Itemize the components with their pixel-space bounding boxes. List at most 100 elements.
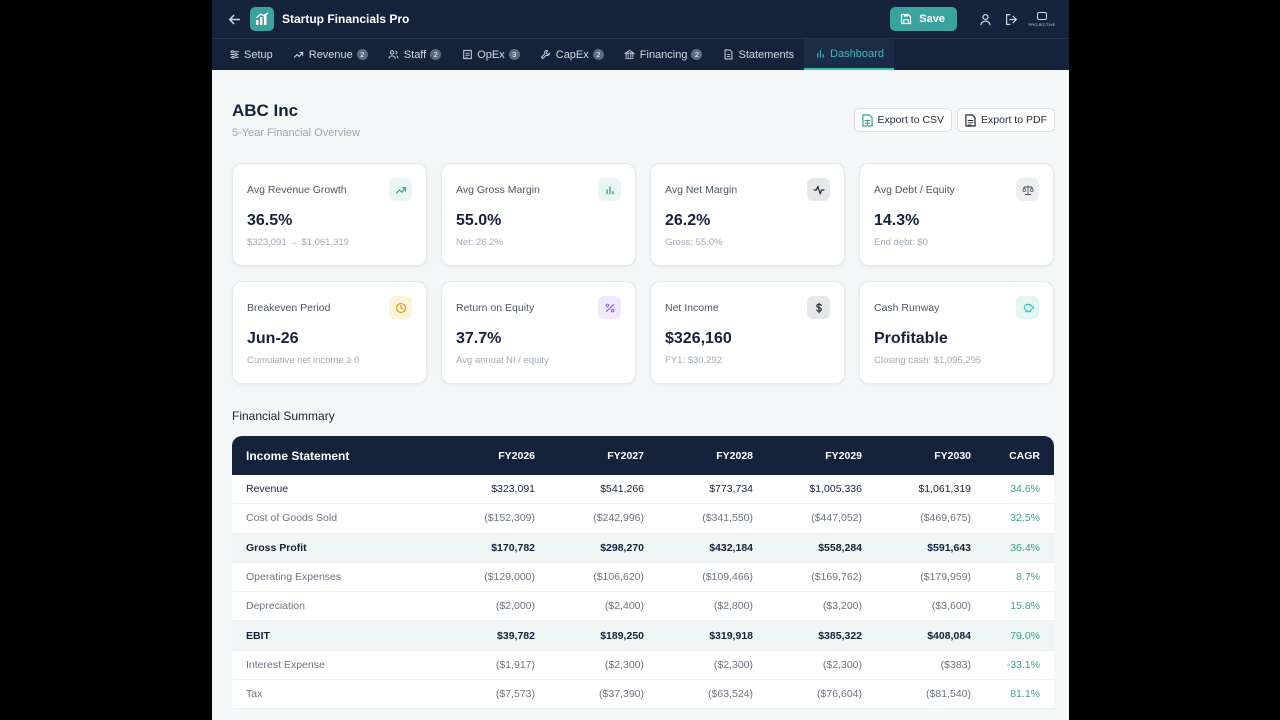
- document-icon: [722, 49, 734, 61]
- row-label: Interest Expense: [246, 658, 325, 671]
- value-cell: $773,734: [709, 483, 753, 496]
- tab-opex[interactable]: OpEx 3: [451, 39, 530, 70]
- export-csv-button[interactable]: Export to CSV: [853, 108, 953, 132]
- column-header: CAGR: [1009, 449, 1040, 462]
- value-cell: ($63,524): [708, 688, 753, 701]
- kpi-value: 14.3%: [874, 212, 920, 229]
- value-cell: ($76,604): [817, 688, 862, 701]
- cagr-cell: -33.1%: [1006, 658, 1040, 671]
- kpi-card: Cash Runway Profitable Closing cash: $1,09…: [859, 281, 1054, 384]
- row-label: EBIT: [246, 629, 270, 642]
- value-cell: ($2,300): [713, 658, 753, 671]
- kpi-label: Net Income: [665, 302, 719, 314]
- kpi-value: 37.7%: [456, 330, 502, 347]
- app-logo-icon: [250, 7, 274, 31]
- table-row: EBIT $39,782 $189,250 $319,918 $385,322 $408,…: [232, 621, 1054, 651]
- tab-financing[interactable]: Financing 2: [614, 39, 713, 70]
- tab-count-badge: 2: [430, 49, 442, 60]
- trending-up-icon: [293, 49, 305, 61]
- row-label: Tax: [246, 688, 263, 701]
- kpi-subtext: End debt: $0: [874, 237, 928, 248]
- user-icon[interactable]: [975, 9, 995, 29]
- kpi-card: Breakeven Period Jun-26 Cumulative net inc…: [232, 281, 427, 384]
- nav-tabs: Setup Revenue 2 Staff 2 OpEx 3 CapEx 2 Financing 2…: [212, 38, 1069, 70]
- tab-label: Statements: [738, 48, 795, 61]
- cagr-cell: 81.1%: [1010, 688, 1040, 701]
- kpi-cards-row: Breakeven Period Jun-26 Cumulative net inc…: [232, 281, 1055, 384]
- page-header: ABC Inc 5-Year Financial Overview Export…: [232, 70, 1055, 160]
- column-header: Income Statement: [246, 448, 350, 463]
- tab-revenue[interactable]: Revenue 2: [283, 39, 378, 70]
- tab-label: Financing: [639, 48, 688, 61]
- kpi-card: Avg Gross Margin 55.0% Net: 26.2%: [441, 163, 636, 266]
- value-cell: $591,643: [927, 541, 971, 554]
- trending-up-icon: [389, 178, 412, 201]
- piggy-bank-icon: [1016, 296, 1039, 319]
- table-body: Revenue $323,091 $541,266 $773,734 $1,005,33…: [232, 475, 1054, 710]
- value-cell: ($469,675): [920, 512, 971, 525]
- row-label: Depreciation: [246, 600, 305, 613]
- kpi-card: Avg Net Margin 26.2% Gross: 55.0%: [650, 163, 845, 266]
- back-arrow-icon[interactable]: [226, 11, 242, 27]
- save-button[interactable]: Save: [890, 7, 957, 31]
- value-cell: ($179,959): [920, 571, 971, 584]
- page-subtitle: 5-Year Financial Overview: [232, 127, 360, 139]
- tab-label: CapEx: [555, 48, 589, 61]
- spreadsheet-icon: [861, 113, 873, 127]
- sliders-icon: [228, 49, 240, 61]
- value-cell: ($37,390): [599, 688, 644, 701]
- value-cell: $319,918: [709, 629, 753, 642]
- kpi-label: Avg Revenue Growth: [247, 184, 347, 196]
- kpi-label: Avg Debt / Equity: [874, 184, 955, 196]
- top-bar: Startup Financials Pro Save PROJECTIVE: [212, 0, 1069, 38]
- kpi-subtext: Avg annual NI / equity: [456, 355, 549, 366]
- users-icon: [388, 49, 400, 61]
- tab-dashboard[interactable]: Dashboard: [804, 39, 894, 70]
- value-cell: ($2,300): [604, 658, 644, 671]
- cagr-cell: 8.7%: [1016, 571, 1040, 584]
- tab-label: OpEx: [477, 48, 505, 61]
- dollar-icon: [807, 296, 830, 319]
- column-header: FY2026: [498, 449, 535, 462]
- value-cell: $385,322: [818, 629, 862, 642]
- kpi-label: Return on Equity: [456, 302, 535, 314]
- export-pdf-label: Export to PDF: [981, 114, 1047, 126]
- kpi-value: 55.0%: [456, 212, 502, 229]
- kpi-value: Profitable: [874, 330, 948, 347]
- brand-logo: PROJECTIVE: [1027, 9, 1057, 29]
- logout-icon[interactable]: [1001, 9, 1021, 29]
- value-cell: ($81,540): [926, 688, 971, 701]
- table-row: Tax ($7,573) ($37,390) ($63,524) ($76,604) ($…: [232, 680, 1054, 710]
- kpi-card: Avg Debt / Equity 14.3% End debt: $0: [859, 163, 1054, 266]
- column-header: FY2030: [934, 449, 971, 462]
- table-row: Interest Expense ($1,917) ($2,300) ($2,300)…: [232, 651, 1054, 681]
- percent-icon: [598, 296, 621, 319]
- tab-staff[interactable]: Staff 2: [378, 39, 451, 70]
- value-cell: $432,184: [709, 541, 753, 554]
- row-label: Cost of Goods Sold: [246, 512, 338, 525]
- cagr-cell: 79.0%: [1010, 629, 1040, 642]
- table-row: Cost of Goods Sold ($152,309) ($242,996) ($…: [232, 504, 1054, 534]
- cagr-cell: 34.6%: [1010, 483, 1040, 496]
- tab-label: Revenue: [308, 48, 353, 61]
- tab-statements[interactable]: Statements: [712, 39, 804, 70]
- tab-count-badge: 2: [691, 49, 703, 60]
- tab-setup[interactable]: Setup: [218, 39, 283, 70]
- export-pdf-button[interactable]: Export to PDF: [957, 108, 1055, 132]
- column-header: FY2029: [825, 449, 862, 462]
- app-window: Startup Financials Pro Save PROJECTIVE S…: [212, 0, 1069, 720]
- kpi-value: 36.5%: [247, 212, 293, 229]
- value-cell: $1,061,319: [918, 483, 971, 496]
- brand-text: PROJECTIVE: [1028, 21, 1056, 27]
- kpi-cards-row: Avg Revenue Growth 36.5% $323,091 → $1,061…: [232, 163, 1055, 266]
- value-cell: ($242,996): [593, 512, 644, 525]
- tab-capex[interactable]: CapEx 2: [530, 39, 614, 70]
- section-title: Financial Summary: [232, 409, 335, 423]
- page-title: ABC Inc: [232, 101, 299, 120]
- value-cell: $323,091: [491, 483, 535, 496]
- value-cell: $189,250: [600, 629, 644, 642]
- scale-icon: [1016, 178, 1039, 201]
- value-cell: ($2,300): [822, 658, 862, 671]
- row-label: Gross Profit: [246, 541, 307, 554]
- value-cell: ($2,800): [713, 600, 753, 613]
